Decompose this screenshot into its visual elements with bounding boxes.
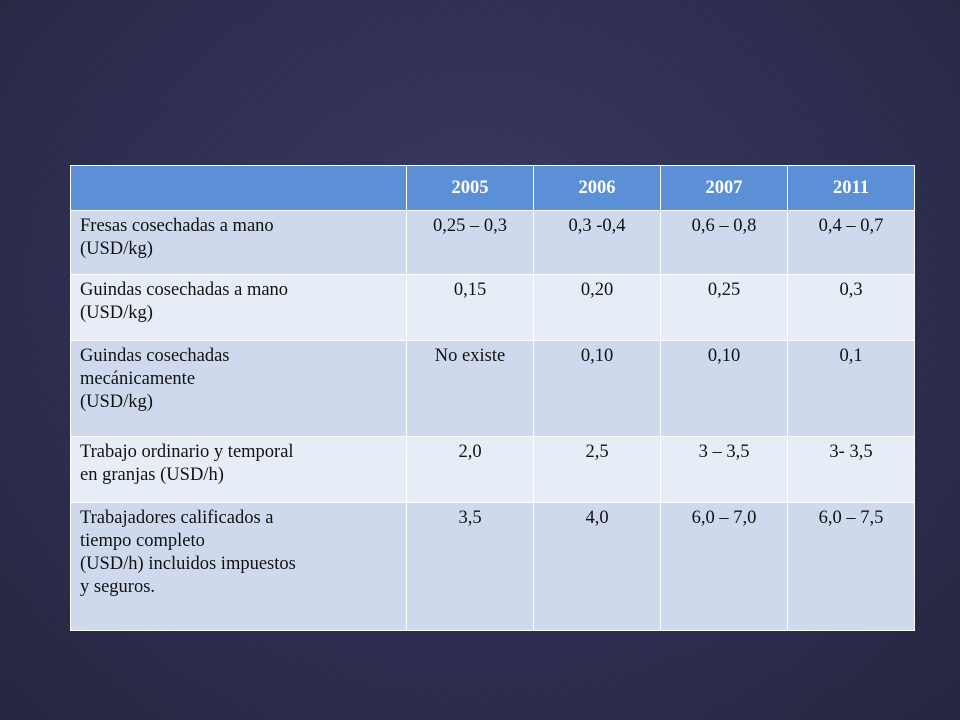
value-cell: 4,0 <box>533 502 661 631</box>
row-label: Guindas cosechadas a mano (USD/kg) <box>70 274 407 341</box>
table-row: Guindas cosechadas mecánicamente (USD/kg… <box>70 340 915 437</box>
label-line: Guindas cosechadas a mano <box>80 280 289 300</box>
label-line: mecánicamente <box>80 369 196 389</box>
value-cell: 0,15 <box>406 274 534 341</box>
value-cell: 3 – 3,5 <box>660 436 788 503</box>
value-cell: 6,0 – 7,0 <box>660 502 788 631</box>
header-cell-2006: 2006 <box>533 165 661 211</box>
header-cell-empty <box>70 165 407 211</box>
label-line: en granjas (USD/h) <box>80 465 224 485</box>
value-cell: 0,20 <box>533 274 661 341</box>
label-line: Trabajo ordinario y temporal <box>80 442 294 462</box>
value-cell: 0,25 – 0,3 <box>406 210 534 275</box>
table-header-row: 2005 2006 2007 2011 <box>70 165 915 211</box>
value-cell: 0,6 – 0,8 <box>660 210 788 275</box>
value-cell: 2,5 <box>533 436 661 503</box>
row-label: Trabajadores calificados a tiempo comple… <box>70 502 407 631</box>
value-cell: 0,4 – 0,7 <box>787 210 915 275</box>
label-line: Guindas cosechadas <box>80 346 230 366</box>
value-cell: 0,10 <box>660 340 788 437</box>
label-line: (USD/kg) <box>80 392 153 412</box>
value-cell: 0,3 <box>787 274 915 341</box>
table-row: Trabajadores calificados a tiempo comple… <box>70 502 915 631</box>
header-cell-2011: 2011 <box>787 165 915 211</box>
label-line: (USD/kg) <box>80 239 153 259</box>
table-row: Fresas cosechadas a mano (USD/kg) 0,25 –… <box>70 210 915 275</box>
label-line: y seguros. <box>80 577 156 597</box>
row-label: Fresas cosechadas a mano (USD/kg) <box>70 210 407 275</box>
label-line: tiempo completo <box>80 531 205 551</box>
value-cell: 3- 3,5 <box>787 436 915 503</box>
value-cell: 2,0 <box>406 436 534 503</box>
value-cell: 0,10 <box>533 340 661 437</box>
header-cell-2007: 2007 <box>660 165 788 211</box>
label-line: (USD/h) incluidos impuestos <box>80 554 296 574</box>
row-label: Guindas cosechadas mecánicamente (USD/kg… <box>70 340 407 437</box>
value-cell: 6,0 – 7,5 <box>787 502 915 631</box>
table-row: Trabajo ordinario y temporal en granjas … <box>70 436 915 503</box>
value-cell: No existe <box>406 340 534 437</box>
table-row: Guindas cosechadas a mano (USD/kg) 0,15 … <box>70 274 915 341</box>
value-cell: 0,25 <box>660 274 788 341</box>
label-line: Fresas cosechadas a mano <box>80 216 274 236</box>
row-label: Trabajo ordinario y temporal en granjas … <box>70 436 407 503</box>
price-table: 2005 2006 2007 2011 Fresas cosechadas a … <box>70 165 915 631</box>
value-cell: 0,1 <box>787 340 915 437</box>
value-cell: 3,5 <box>406 502 534 631</box>
label-line: Trabajadores calificados a <box>80 508 274 528</box>
label-line: (USD/kg) <box>80 303 153 323</box>
header-cell-2005: 2005 <box>406 165 534 211</box>
value-cell: 0,3 -0,4 <box>533 210 661 275</box>
